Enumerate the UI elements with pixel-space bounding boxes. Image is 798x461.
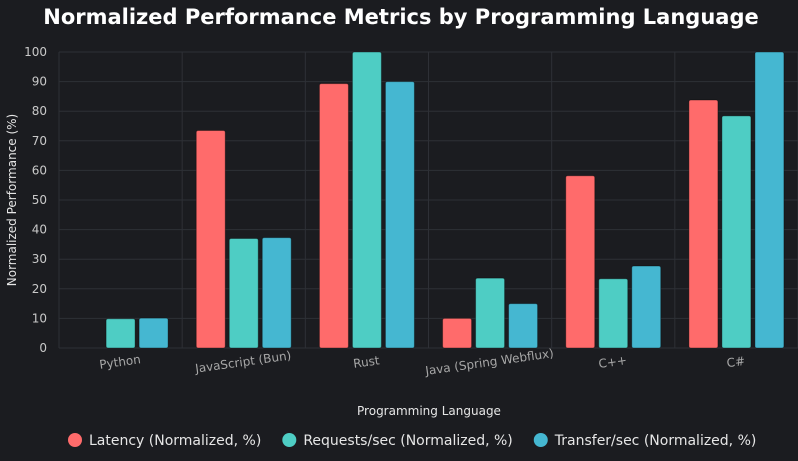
bar	[105, 318, 136, 349]
legend-item[interactable]: Latency (Normalized, %)	[68, 433, 261, 449]
x-tick-label: Python	[98, 352, 141, 372]
bar	[754, 51, 785, 349]
y-tick-label: 60	[32, 163, 47, 177]
bar	[508, 303, 539, 349]
legend-label: Latency (Normalized, %)	[89, 433, 261, 449]
y-tick-label: 100	[24, 45, 47, 59]
x-tick-label: C#	[726, 354, 746, 370]
legend-item[interactable]: Transfer/sec (Normalized, %)	[533, 433, 757, 449]
y-tick-label: 70	[32, 134, 47, 148]
y-tick-label: 0	[39, 341, 47, 355]
y-tick-label: 50	[32, 193, 47, 207]
y-tick-label: 80	[32, 104, 47, 118]
legend-label: Transfer/sec (Normalized, %)	[554, 433, 757, 449]
y-tick-label: 90	[32, 75, 47, 89]
x-axis-ticks: Python JavaScript (Bun) Rust Java (Spring W…	[98, 346, 746, 378]
bar	[721, 115, 752, 349]
bars	[105, 51, 785, 349]
y-tick-label: 40	[32, 223, 47, 237]
bar	[138, 317, 169, 349]
bar	[228, 237, 259, 349]
legend-swatch-icon	[282, 433, 297, 447]
y-tick-label: 30	[32, 252, 47, 266]
bar	[475, 277, 506, 349]
x-tick-label: Java (Spring Webflux)	[423, 346, 554, 378]
bar	[442, 317, 473, 349]
y-tick-label: 10	[32, 311, 47, 325]
legend-label: Requests/sec (Normalized, %)	[303, 433, 512, 449]
x-tick-label: Rust	[352, 353, 380, 371]
y-axis-label: Normalized Performance (%)	[5, 114, 19, 287]
bar	[631, 265, 662, 349]
bar	[318, 83, 349, 349]
x-tick-label: C++	[598, 353, 628, 371]
bar	[195, 129, 226, 349]
y-tick-label: 20	[32, 282, 47, 296]
x-axis-label: Programming Language	[357, 404, 501, 418]
bar	[688, 99, 719, 349]
legend-swatch-icon	[68, 433, 82, 447]
bar	[384, 81, 415, 349]
legend: Latency (Normalized, %) Requests/sec (Nor…	[68, 433, 756, 449]
bar	[351, 51, 382, 349]
legend-swatch-icon	[533, 433, 548, 447]
bar	[565, 175, 596, 349]
bar	[598, 278, 629, 349]
legend-item[interactable]: Requests/sec (Normalized, %)	[282, 433, 513, 449]
bar	[261, 237, 292, 349]
chart-title: Normalized Performance Metrics by Progra…	[43, 5, 758, 29]
gridlines	[58, 51, 798, 349]
y-axis-ticks: 0 10 20 30 40 50 60 70 80 90 100	[24, 45, 47, 355]
x-tick-label: JavaScript (Bun)	[193, 348, 292, 375]
